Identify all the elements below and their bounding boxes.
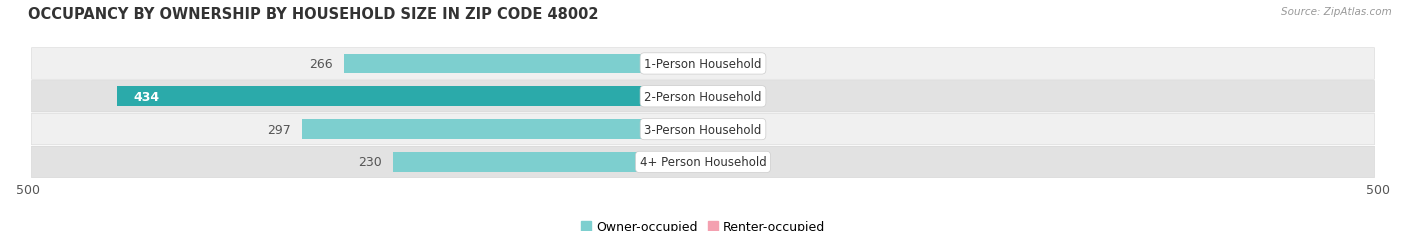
Legend: Owner-occupied, Renter-occupied: Owner-occupied, Renter-occupied: [576, 215, 830, 231]
Bar: [703, 152, 707, 172]
Bar: [117, 87, 703, 107]
Text: 3-Person Household: 3-Person Household: [644, 123, 762, 136]
Bar: [703, 120, 710, 139]
Bar: [703, 54, 710, 74]
Text: 3: 3: [718, 156, 725, 169]
Text: Source: ZipAtlas.com: Source: ZipAtlas.com: [1281, 7, 1392, 17]
FancyBboxPatch shape: [31, 114, 1375, 145]
Text: 297: 297: [267, 123, 291, 136]
Text: OCCUPANCY BY OWNERSHIP BY HOUSEHOLD SIZE IN ZIP CODE 48002: OCCUPANCY BY OWNERSHIP BY HOUSEHOLD SIZE…: [28, 7, 599, 22]
Text: 230: 230: [359, 156, 382, 169]
Text: 16: 16: [735, 90, 751, 103]
Text: 266: 266: [309, 58, 333, 71]
Text: 434: 434: [134, 90, 159, 103]
Text: 5: 5: [720, 58, 728, 71]
Text: 1-Person Household: 1-Person Household: [644, 58, 762, 71]
FancyBboxPatch shape: [31, 146, 1375, 178]
Text: 2-Person Household: 2-Person Household: [644, 90, 762, 103]
Bar: [344, 54, 703, 74]
Bar: [302, 120, 703, 139]
Text: 5: 5: [720, 123, 728, 136]
Bar: [703, 87, 724, 107]
FancyBboxPatch shape: [31, 81, 1375, 112]
Text: 4+ Person Household: 4+ Person Household: [640, 156, 766, 169]
FancyBboxPatch shape: [31, 49, 1375, 80]
Bar: [392, 152, 703, 172]
